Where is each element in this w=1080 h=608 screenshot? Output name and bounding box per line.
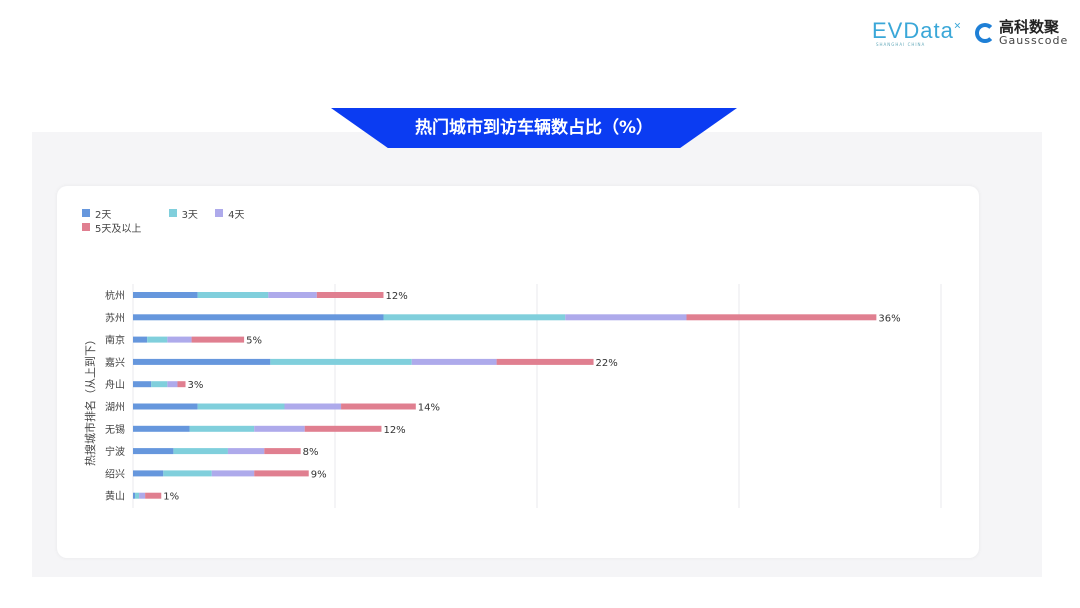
bar-segment [191, 336, 245, 343]
bar-segment [304, 425, 382, 432]
gausscode-logo: 高科数聚 Gausscode [975, 20, 1068, 46]
legend-label: 5天及以上 [95, 223, 142, 235]
y-axis-label: 热搜城市排名（从上到下） [83, 334, 97, 466]
legend-swatch [168, 209, 177, 217]
category-label: 宁波 [105, 445, 125, 458]
gausscode-en: Gausscode [999, 34, 1069, 47]
category-label: 湖州 [105, 402, 125, 414]
category-label: 杭州 [105, 289, 125, 302]
bar-segment [133, 336, 148, 343]
bar-segment [254, 470, 309, 477]
category-label: 南京 [105, 334, 125, 347]
bar-segment [177, 381, 186, 388]
chart-banner-title: 热门城市到访车辆数占比（%） [331, 108, 737, 148]
total-label: 14% [418, 403, 440, 414]
legend-item[interactable]: 5天及以上 [82, 220, 142, 235]
legend-label: 4天 [228, 209, 245, 221]
total-label: 12% [385, 291, 407, 302]
bar-segment [197, 403, 285, 410]
bar-segment [145, 492, 162, 499]
category-label: 嘉兴 [105, 356, 125, 369]
category-label: 苏州 [105, 311, 125, 324]
bar-segment [133, 492, 136, 499]
bar-segment [133, 358, 271, 365]
bar-segment [163, 470, 212, 477]
legend-item[interactable]: 2天 [82, 206, 112, 221]
gausscode-mark-icon [975, 23, 995, 43]
category-label: 舟山 [105, 378, 125, 391]
legend-label: 2天 [95, 209, 112, 221]
bar-segment [133, 448, 174, 455]
bar-segment [133, 381, 152, 388]
bar-segment [211, 470, 255, 477]
bar-segment [411, 358, 497, 365]
total-label: 8% [303, 447, 319, 458]
total-label: 1% [163, 492, 179, 503]
total-label: 12% [383, 425, 405, 436]
bar-segment [270, 358, 412, 365]
bar-segment [254, 425, 305, 432]
bar-segment [227, 448, 265, 455]
bar-segment [139, 492, 146, 499]
category-label: 绍兴 [105, 467, 125, 480]
total-label: 9% [311, 469, 327, 480]
bar-segment [133, 470, 164, 477]
bar-segment [147, 336, 168, 343]
total-label: 36% [878, 313, 900, 324]
bar-segment [284, 403, 342, 410]
bar-segment [316, 292, 384, 298]
bar-segment [264, 448, 301, 455]
bar-segment [133, 314, 384, 321]
bar-segment [197, 292, 269, 298]
bar-segment [686, 314, 877, 321]
bar-segment [167, 381, 178, 388]
bar-segment [133, 403, 198, 410]
chart-card [57, 186, 979, 558]
legend: 2天 3天 4天 5天及以上 [82, 206, 282, 235]
category-label: 黄山 [105, 490, 125, 503]
bar-segment [135, 492, 140, 499]
bar-segment [496, 358, 594, 365]
evdata-logo-sub: SHANGHAI CHINA [876, 42, 926, 47]
evdata-logo: EVData× [872, 18, 962, 43]
bar-segment [173, 448, 228, 455]
total-label: 3% [188, 380, 204, 391]
bar-segment [565, 314, 687, 321]
bar-segment [133, 425, 190, 432]
total-label: 5% [246, 336, 262, 347]
legend-label: 3天 [181, 209, 198, 221]
legend-swatch [82, 209, 90, 217]
bar-segment [341, 403, 416, 410]
bar-segment [133, 292, 198, 298]
legend-item[interactable]: 4天 [215, 206, 245, 221]
legend-item[interactable]: 3天 [168, 206, 198, 221]
bar-segment [189, 425, 255, 432]
category-label: 无锡 [105, 423, 125, 436]
legend-swatch [82, 223, 90, 231]
bar-segment [383, 314, 566, 321]
bar-segment [151, 381, 168, 388]
total-label: 22% [596, 358, 618, 369]
legend-swatch [215, 209, 224, 217]
bar-segment [268, 292, 317, 298]
gausscode-cn: 高科数聚 [999, 18, 1060, 36]
bar-segment [167, 336, 192, 343]
